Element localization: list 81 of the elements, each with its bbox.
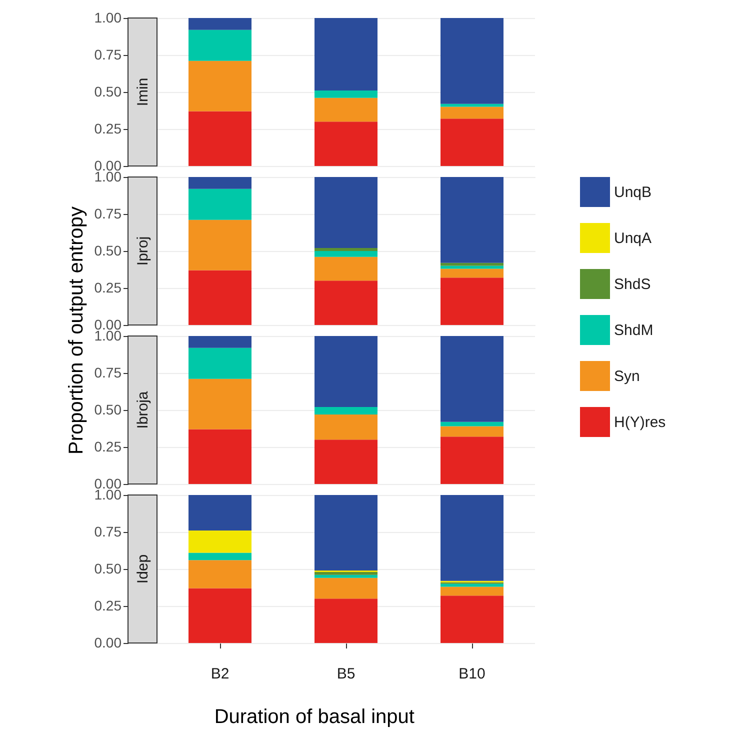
bar: [314, 440, 378, 484]
y-tick-label: 0.75: [94, 46, 122, 62]
legend-label: ShdS: [614, 276, 651, 293]
text: Imin: [134, 78, 152, 106]
x-tick-label: B10: [458, 666, 486, 682]
bar: [440, 268, 504, 278]
bar: [314, 336, 378, 408]
x-tick-label: B2: [210, 666, 230, 682]
y-tick-label: 0.75: [94, 206, 122, 222]
bar: [440, 596, 504, 643]
legend-label: H(Y)res: [614, 414, 666, 431]
y-tick-label: 0.25: [94, 120, 122, 136]
bar: [440, 278, 504, 325]
legend-label: UnqA: [614, 230, 652, 247]
bar: [188, 378, 252, 430]
bar: [440, 104, 504, 107]
bar: [440, 177, 504, 263]
bar: [188, 220, 252, 270]
bar: [314, 574, 378, 578]
x-axis-title: Duration of basal input: [214, 706, 415, 728]
bar: [188, 111, 252, 166]
bar: [440, 584, 504, 587]
x-tick-label: B5: [336, 666, 356, 682]
y-tick-label: 0.25: [94, 438, 122, 454]
bar: [188, 30, 252, 61]
bar: [440, 266, 504, 269]
y-tick-label: 0.25: [94, 598, 122, 614]
bar: [188, 177, 252, 189]
y-tick-label: 0.00: [94, 634, 122, 650]
y-tick-label: 0.50: [94, 560, 122, 576]
bar: [440, 426, 504, 437]
bar: [188, 270, 252, 325]
y-tick-label: 0.50: [94, 242, 122, 258]
y-axis-title: Proportion of output entropy: [65, 206, 88, 454]
y-tick-label: 0.75: [94, 524, 122, 540]
y-tick-label: 0.25: [94, 280, 122, 296]
bar: [188, 560, 252, 588]
bar: [314, 414, 378, 440]
bar: [314, 90, 378, 98]
bar: [314, 256, 378, 281]
bar: [314, 248, 378, 251]
bar: [314, 495, 378, 570]
bar: [440, 436, 504, 484]
bar: [440, 586, 504, 596]
bar: [314, 122, 378, 166]
bar: [188, 60, 252, 112]
bar: [314, 177, 378, 248]
bar: [314, 18, 378, 91]
y-tick-label: 0.50: [94, 402, 122, 418]
bar: [188, 495, 252, 531]
bar: [314, 407, 378, 414]
y-tick-label: 0.75: [94, 364, 122, 380]
bar: [440, 422, 504, 426]
bar: [188, 348, 252, 379]
bar: [314, 98, 378, 122]
bar: [188, 336, 252, 348]
bar: [440, 495, 504, 581]
bar: [314, 598, 378, 643]
bar: [314, 251, 378, 257]
bar: [188, 588, 252, 643]
legend-label: Syn: [614, 368, 640, 385]
bar: [314, 578, 378, 599]
y-tick-label: 1.00: [94, 10, 122, 26]
bar: [188, 188, 252, 220]
bar: [188, 530, 252, 553]
legend-label: ShdM: [614, 322, 654, 339]
bar: [440, 118, 504, 166]
text: Iproj: [134, 236, 152, 266]
bar: [188, 429, 252, 484]
bar: [440, 106, 504, 119]
bar: [440, 262, 504, 266]
text: Ibroja: [134, 390, 152, 429]
bar: [440, 18, 504, 104]
bar: [188, 18, 252, 30]
bar: [440, 336, 504, 422]
bar: [188, 552, 252, 560]
text: Idep: [134, 554, 152, 584]
bar: [314, 280, 378, 325]
y-tick-label: 0.50: [94, 84, 122, 100]
legend-label: UnqB: [614, 184, 652, 201]
bar: [314, 572, 378, 575]
